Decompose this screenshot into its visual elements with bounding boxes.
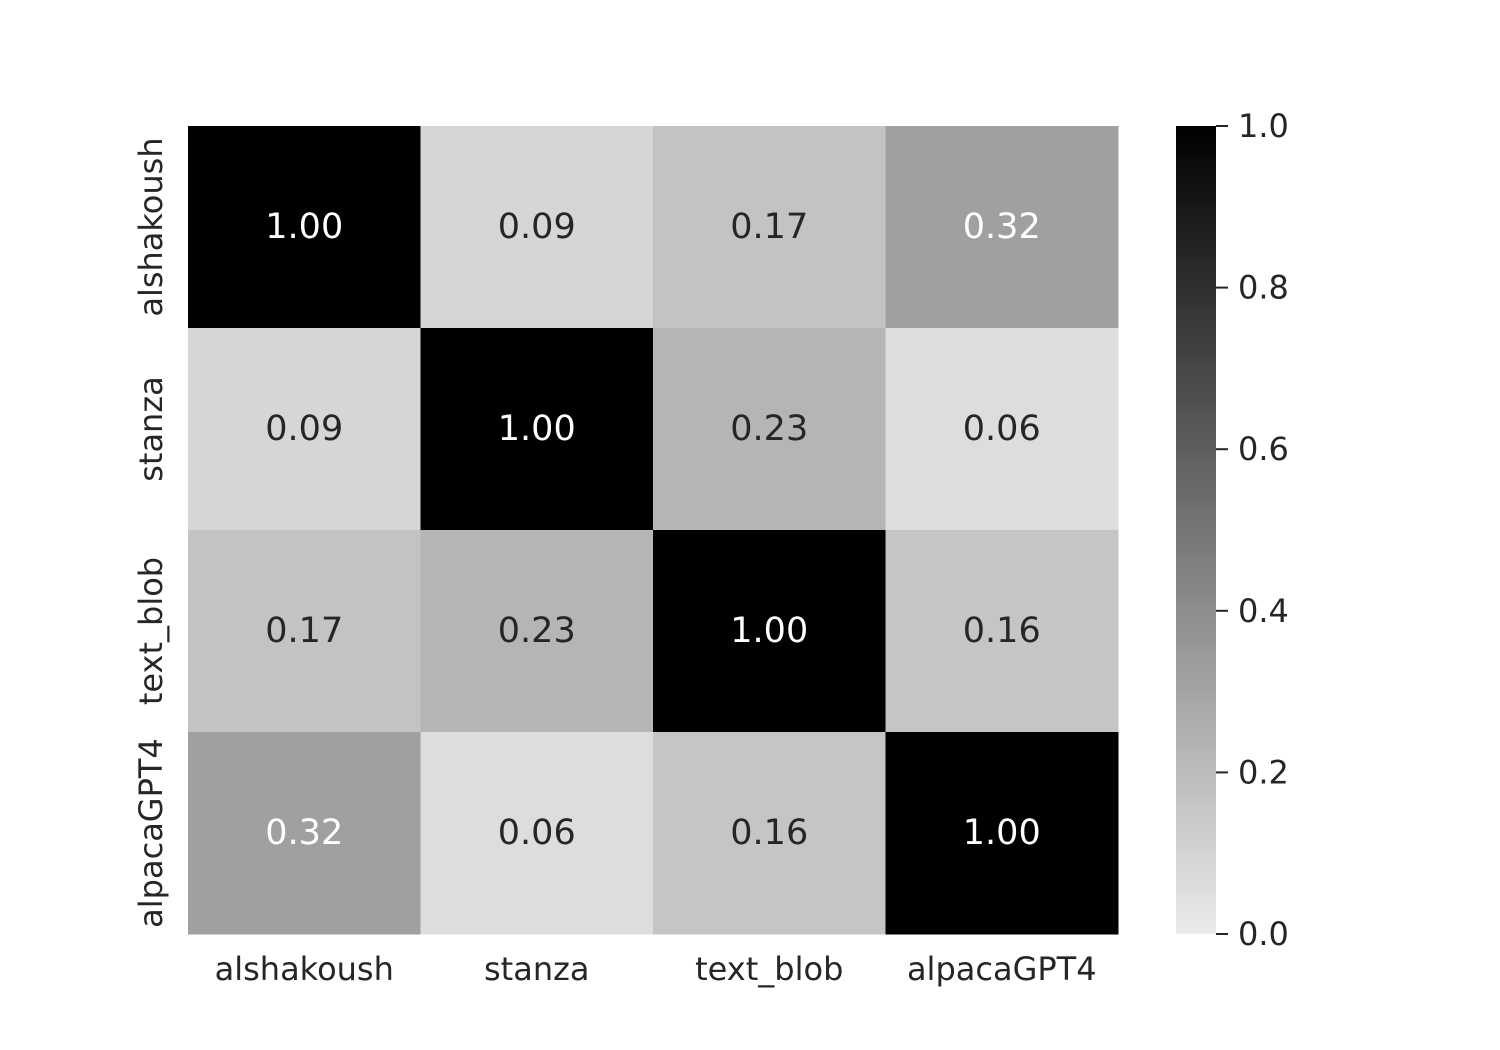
heatmap-cell-text_blob-text_blob bbox=[653, 530, 886, 733]
heatmap-cell-alpacaGPT4-text_blob bbox=[653, 732, 886, 935]
x-tick-label: alpacaGPT4 bbox=[907, 950, 1097, 988]
heatmap-cell-label: 0.09 bbox=[498, 207, 576, 247]
x-tick-label: stanza bbox=[484, 950, 590, 988]
x-tick-label: text_blob bbox=[695, 950, 843, 988]
heatmap-cell-stanza-alshakoush bbox=[188, 328, 421, 531]
heatmap-cell-label: 1.00 bbox=[963, 813, 1041, 853]
heatmap-cell-label: 0.32 bbox=[265, 813, 343, 853]
heatmap-cell-text_blob-alpacaGPT4 bbox=[885, 530, 1119, 733]
heatmap-cells: 1.00 0.09 0.17 0.32 0.09 1.00 0.23 0.06 0.17 0.23… bbox=[188, 126, 1119, 935]
y-tick-label: stanza bbox=[132, 376, 170, 482]
heatmap-cell-stanza-text_blob bbox=[653, 328, 886, 531]
heatmap-cell-stanza-stanza bbox=[420, 328, 654, 531]
heatmap-cell-stanza-alpacaGPT4 bbox=[885, 328, 1119, 531]
heatmap-cell-alpacaGPT4-alpacaGPT4 bbox=[885, 732, 1119, 935]
colorbar-tick-label: 1.0 bbox=[1238, 107, 1289, 145]
heatmap-cell-label: 0.17 bbox=[730, 207, 808, 247]
heatmap-cell-label: 0.17 bbox=[265, 611, 343, 651]
heatmap-cell-label: 1.00 bbox=[265, 207, 343, 247]
colorbar-tick-label: 0.0 bbox=[1238, 915, 1289, 953]
x-axis-tick-labels: alshakoush stanza text_blob alpacaGPT4 bbox=[215, 950, 1097, 988]
heatmap-cell-label: 0.06 bbox=[498, 813, 576, 853]
colorbar-tick-label: 0.2 bbox=[1238, 753, 1289, 791]
heatmap-cell-alshakoush-alpacaGPT4 bbox=[885, 126, 1119, 329]
y-tick-label: text_blob bbox=[132, 557, 170, 705]
y-axis-tick-labels: alshakoush stanza text_blob alpacaGPT4 bbox=[132, 137, 170, 927]
heatmap-cell-label: 0.23 bbox=[730, 409, 808, 449]
heatmap-cell-label: 0.16 bbox=[963, 611, 1041, 651]
heatmap-cell-label: 1.00 bbox=[498, 409, 576, 449]
heatmap-cell-label: 0.09 bbox=[265, 409, 343, 449]
colorbar-gradient bbox=[1176, 126, 1216, 934]
y-tick-label: alshakoush bbox=[132, 137, 170, 316]
colorbar-tick-label: 0.4 bbox=[1238, 592, 1289, 630]
colorbar-tick-label: 0.8 bbox=[1238, 269, 1289, 307]
colorbar: 0.0 0.2 0.4 0.6 0.8 1.0 bbox=[1176, 107, 1289, 953]
x-tick-label: alshakoush bbox=[215, 950, 394, 988]
heatmap-cell-alpacaGPT4-alshakoush bbox=[188, 732, 421, 935]
heatmap-cell-text_blob-alshakoush bbox=[188, 530, 421, 733]
y-tick-label: alpacaGPT4 bbox=[132, 738, 170, 928]
colorbar-tick-label: 0.6 bbox=[1238, 430, 1289, 468]
heatmap-cell-label: 0.16 bbox=[730, 813, 808, 853]
heatmap-cell-alpacaGPT4-stanza bbox=[420, 732, 654, 935]
heatmap-cell-alshakoush-stanza bbox=[420, 126, 654, 329]
heatmap-cell-alshakoush-text_blob bbox=[653, 126, 886, 329]
heatmap-cell-label: 0.23 bbox=[498, 611, 576, 651]
heatmap-cell-label: 0.32 bbox=[963, 207, 1041, 247]
heatmap-cell-label: 1.00 bbox=[730, 611, 808, 651]
heatmap-cell-alshakoush-alshakoush bbox=[188, 126, 421, 329]
heatmap-cell-label: 0.06 bbox=[963, 409, 1041, 449]
heatmap-cell-text_blob-stanza bbox=[420, 530, 654, 733]
